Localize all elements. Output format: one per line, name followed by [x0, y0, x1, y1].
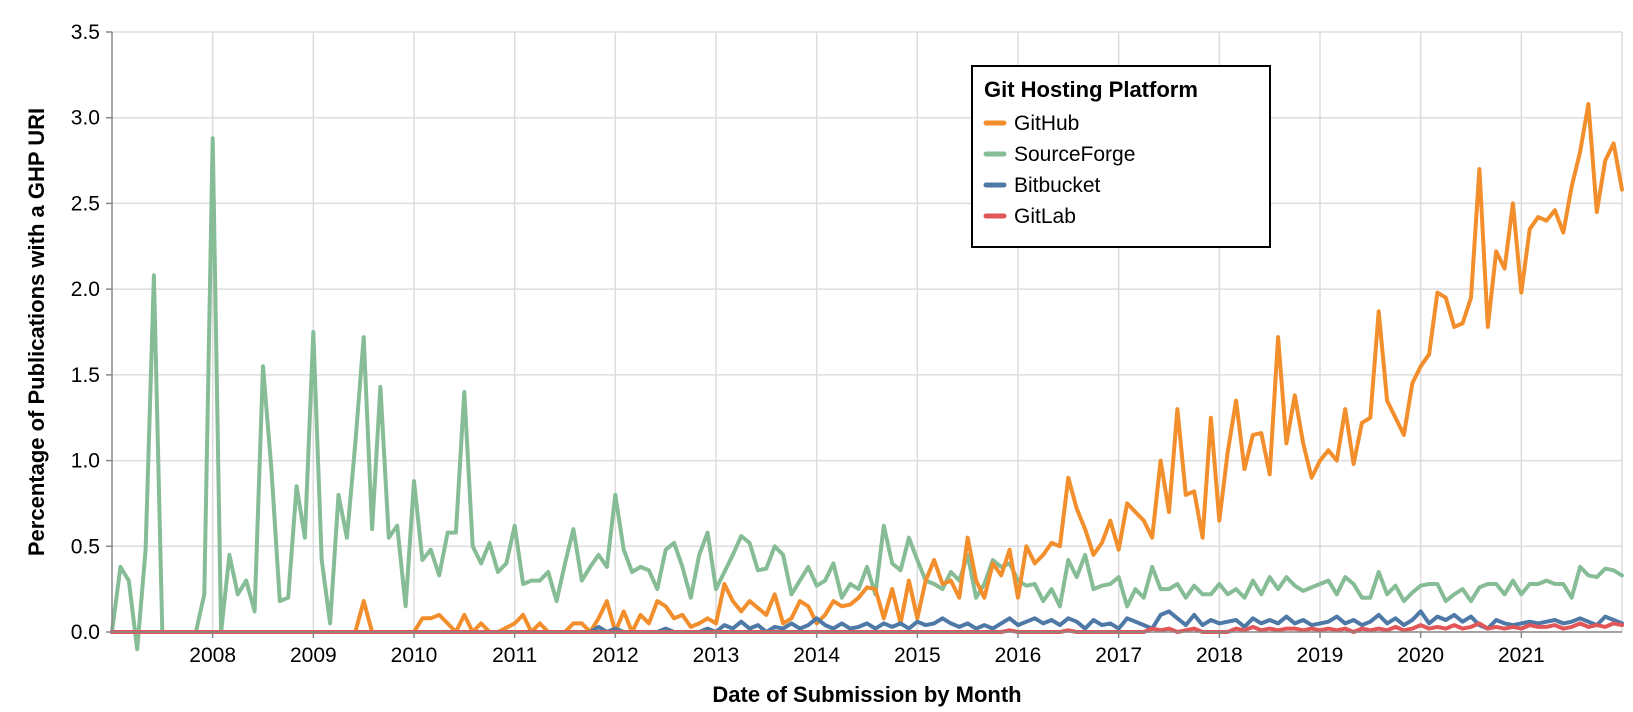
legend-title: Git Hosting Platform [984, 77, 1198, 102]
legend-items: GitHub SourceForge Bitbucket GitLab [983, 112, 1135, 228]
series-line-bitbucket [110, 609, 1624, 634]
x-tick-label: 2017 [1095, 644, 1142, 667]
grid [112, 31, 1623, 633]
y-tick-label: 3.5 [71, 21, 100, 44]
x-tick-label: 2010 [391, 644, 438, 667]
legend-label-gitlab: GitLab [1014, 205, 1076, 228]
legend-label-sourceforge: SourceForge [1014, 143, 1135, 166]
x-tick-labels: 2008 2009 2010 2011 2012 2013 2014 2015 2016 2017… [189, 632, 1545, 667]
y-tick-labels: 0.0 0.5 1.0 1.5 2.0 2.5 3.0 3.5 [71, 21, 112, 644]
x-tick-label: 2012 [592, 644, 639, 667]
x-axis-title: Date of Submission by Month [712, 682, 1021, 707]
y-tick-label: 0.5 [71, 535, 100, 558]
x-tick-label: 2015 [894, 644, 941, 667]
x-tick-label: 2014 [793, 644, 840, 667]
x-tick-label: 2018 [1196, 644, 1243, 667]
series-line-github [110, 102, 1624, 634]
x-tick-label: 2021 [1498, 644, 1545, 667]
y-tick-label: 2.5 [71, 192, 100, 215]
legend-label-bitbucket: Bitbucket [1014, 174, 1101, 197]
x-tick-label: 2011 [492, 644, 537, 667]
y-tick-label: 1.5 [71, 364, 100, 387]
legend-box [971, 65, 1271, 248]
series-line-sourceforge [110, 136, 1624, 652]
x-tick-label: 2019 [1297, 644, 1344, 667]
series-lines [110, 102, 1624, 652]
y-tick-label: 0.0 [71, 621, 100, 644]
y-tick-label: 1.0 [71, 450, 100, 473]
legend-label-github: GitHub [1014, 112, 1079, 135]
y-tick-label: 2.0 [71, 278, 100, 301]
x-tick-label: 2020 [1397, 644, 1444, 667]
y-axis-title: Percentage of Publications with a GHP UR… [24, 108, 49, 556]
x-tick-label: 2008 [189, 644, 236, 667]
legend: Git Hosting Platform GitHub SourceForge Bi… [971, 65, 1271, 248]
series-line-gitlab [110, 621, 1624, 634]
x-tick-label: 2016 [995, 644, 1042, 667]
x-tick-label: 2013 [693, 644, 740, 667]
y-tick-label: 3.0 [71, 107, 100, 130]
axes [111, 32, 1622, 633]
x-tick-label: 2009 [290, 644, 337, 667]
